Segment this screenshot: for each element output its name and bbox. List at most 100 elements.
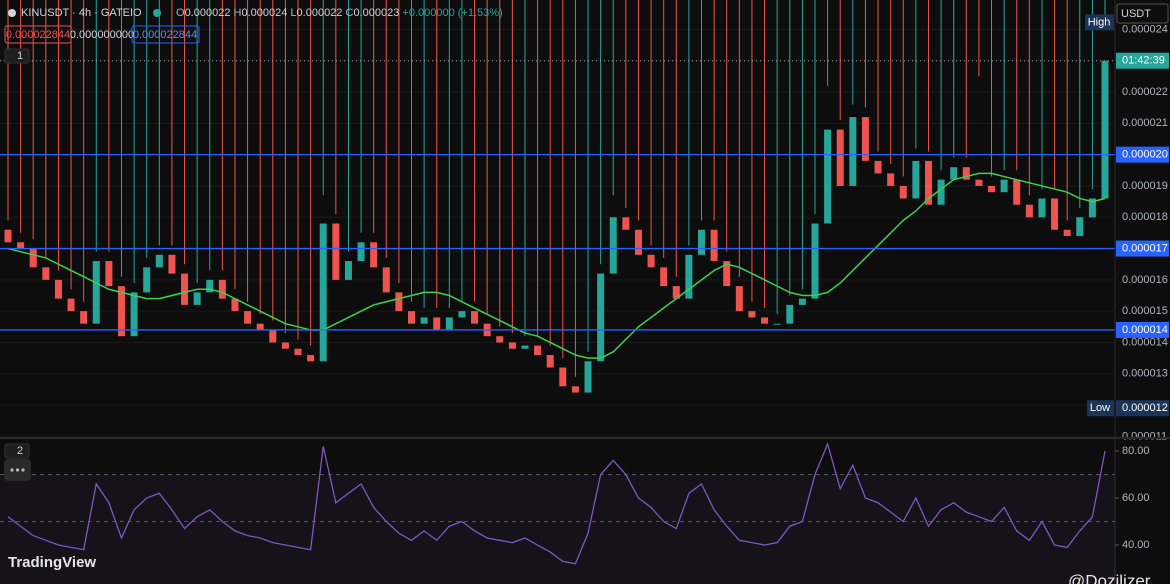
dot <box>21 468 25 472</box>
symbol: KINUSDT · 4h · GATEIO <box>21 7 142 19</box>
candle-body <box>496 336 504 343</box>
candle-body <box>357 242 365 262</box>
candle-body <box>1101 60 1109 199</box>
candle-body <box>1088 198 1096 218</box>
candle-body <box>244 311 252 324</box>
candle-body <box>471 311 479 324</box>
candle-body <box>281 342 289 349</box>
moving-average <box>7 172 1106 359</box>
pane-toggle[interactable] <box>4 48 30 64</box>
candle-body <box>874 160 882 174</box>
pane-label[interactable]: 1 <box>17 50 23 62</box>
candle-body <box>773 323 781 325</box>
candle-body <box>155 254 163 268</box>
credit: @Dozilizer <box>1068 571 1151 584</box>
candle-body <box>1076 217 1084 237</box>
candle-body <box>54 279 62 299</box>
candle-body <box>370 242 378 268</box>
watermark: TradingView <box>8 554 96 571</box>
level-label-box <box>1116 321 1169 338</box>
candle-body <box>899 185 907 199</box>
candle-body <box>571 386 579 393</box>
ohlc-key: L <box>290 7 296 19</box>
candle-body <box>710 229 718 262</box>
candle-body <box>723 261 731 287</box>
candle-body <box>407 311 415 324</box>
ohlc-value: 0.000023 <box>353 7 399 19</box>
high-label-box <box>1085 14 1114 31</box>
price-axis <box>1115 0 1170 437</box>
candle-body <box>29 248 37 268</box>
candle-body <box>105 261 113 287</box>
candle-body <box>445 317 453 330</box>
symbol-icon <box>8 9 16 17</box>
spread: 0.000000000 <box>70 29 134 41</box>
candle-body <box>761 317 769 324</box>
currency-button[interactable] <box>1116 3 1169 24</box>
candle-body <box>861 117 869 161</box>
candle-body <box>168 254 176 274</box>
currency[interactable]: USDT <box>1121 8 1151 20</box>
y-tick-label: 0.000011 <box>1122 430 1167 442</box>
candle-body <box>975 179 983 186</box>
sell-button[interactable] <box>4 25 72 44</box>
y-tick-label: 0.000013 <box>1122 368 1168 380</box>
candle-body <box>193 292 201 305</box>
sell-price[interactable]: 0.000022844 <box>6 29 70 41</box>
candle-body <box>521 345 529 349</box>
y-tick-label: 40.00 <box>1122 539 1150 551</box>
candle-body <box>584 361 592 393</box>
y-tick-label: 60.00 <box>1122 492 1150 504</box>
candle-body <box>181 273 189 305</box>
low-value: 0.000012 <box>1122 402 1168 414</box>
ohlc-value: 0.000024 <box>241 7 287 19</box>
candle-body <box>1063 229 1071 237</box>
y-tick-label: 0.000019 <box>1122 180 1168 192</box>
buy-button[interactable] <box>131 25 200 44</box>
candle-body <box>433 317 441 330</box>
candle-body <box>17 242 25 249</box>
candle-body <box>988 185 996 193</box>
candle-body <box>4 229 12 243</box>
buy-price[interactable]: 0.000022844 <box>133 29 197 41</box>
candle-body <box>912 160 920 199</box>
candle-body <box>811 223 819 299</box>
candle-body <box>256 323 264 330</box>
pane-label[interactable]: 2 <box>17 445 23 457</box>
dot <box>15 468 20 472</box>
ohlc-value: 0.000022 <box>297 7 343 19</box>
candle-body <box>887 173 895 186</box>
candle-body <box>508 342 516 349</box>
candle-body <box>660 267 668 287</box>
candle-body <box>67 298 75 312</box>
candle-body <box>1038 198 1046 218</box>
candle-body <box>824 129 832 224</box>
pane-toggle[interactable] <box>4 443 30 459</box>
candle-body <box>117 286 125 337</box>
candle-body <box>206 279 214 293</box>
candle-body <box>218 279 226 299</box>
candle-body <box>937 179 945 205</box>
candle-body <box>634 229 642 255</box>
candle-body <box>798 298 806 305</box>
y-tick-label: 0.000018 <box>1122 211 1168 223</box>
level-label-box <box>1116 240 1169 257</box>
candle-body <box>92 261 100 324</box>
candle-body <box>143 267 151 293</box>
candle-body <box>685 254 693 299</box>
candle-body <box>698 229 706 255</box>
candle-body <box>748 311 756 318</box>
candle-body <box>546 354 554 368</box>
y-tick-label: 0.000024 <box>1122 23 1168 35</box>
candle-body <box>962 167 970 180</box>
y-tick-label: 0.000016 <box>1122 274 1168 286</box>
level-label: 0.000017 <box>1122 242 1168 254</box>
candle-body <box>836 129 844 186</box>
high-label: High <box>1088 16 1111 28</box>
ohlc-change: +0.000000 (+1.53%) <box>402 7 502 19</box>
countdown-box <box>1116 52 1169 69</box>
y-tick-label: 80.00 <box>1122 445 1150 457</box>
candle-body <box>42 267 50 280</box>
